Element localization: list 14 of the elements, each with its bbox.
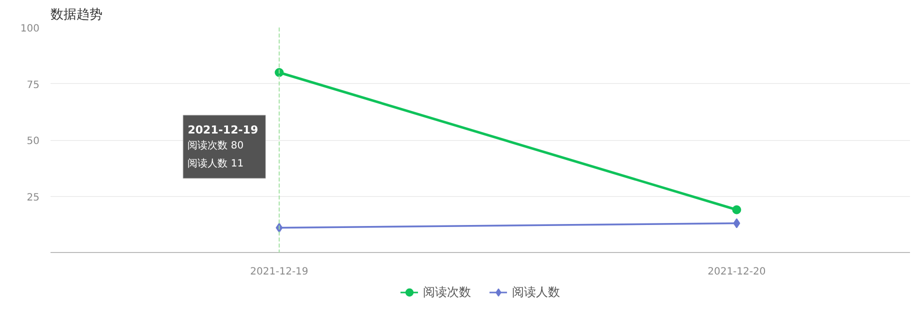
chart-title: 数据趋势 <box>50 8 102 22</box>
legend-label: 阅读次数 <box>423 284 471 300</box>
annotation: 阅读次数 80 <box>188 139 244 152</box>
y-tick-label: 75 <box>26 80 40 91</box>
legend-label: 阅读人数 <box>512 284 560 300</box>
y-tick-label: 100 <box>20 24 40 34</box>
point <box>732 205 742 214</box>
x-tick-label: 2021-12-20 <box>708 266 766 278</box>
point <box>274 68 284 77</box>
y-tick-label: 25 <box>26 192 40 204</box>
annotation: 2021-12-19 <box>188 123 258 136</box>
annotation: 阅读人数 11 <box>188 157 244 170</box>
point <box>733 218 740 228</box>
y-tick-label: 50 <box>26 136 40 147</box>
